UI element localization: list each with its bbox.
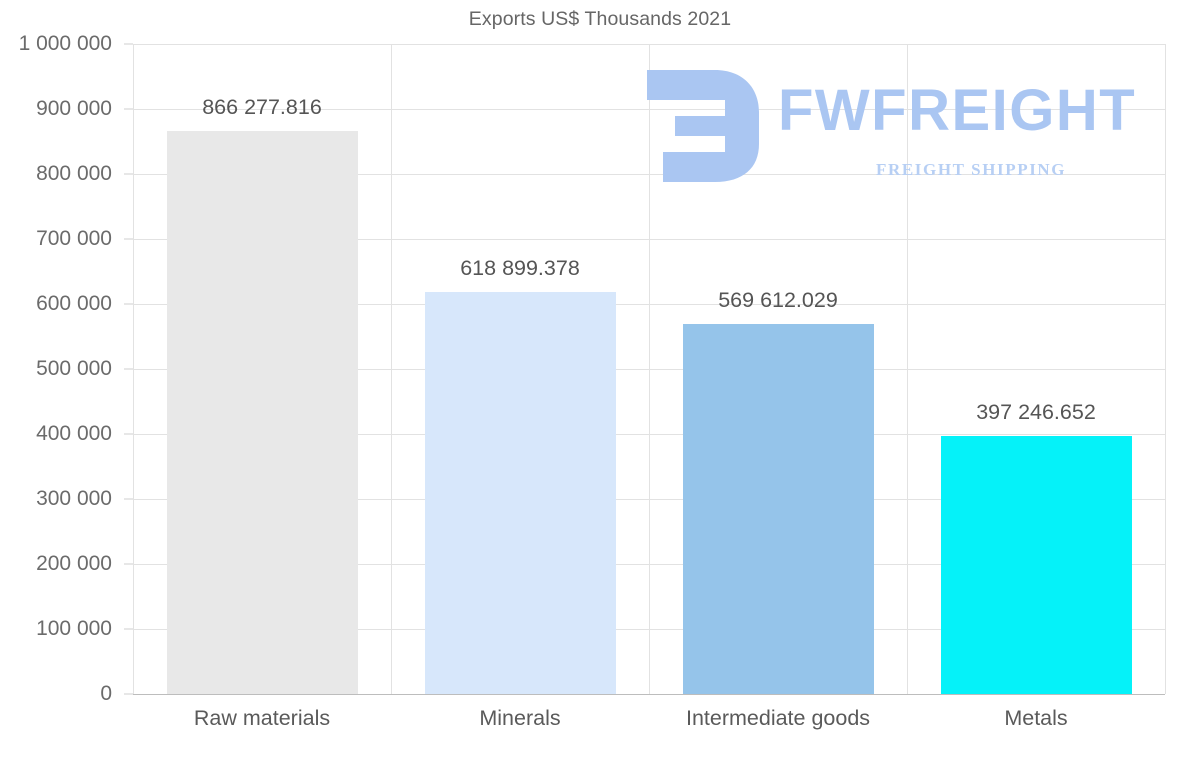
y-axis-tick-label: 500 000 <box>36 357 112 380</box>
y-axis-tick-mark <box>124 563 133 565</box>
y-axis-tick-mark <box>124 368 133 370</box>
y-axis-tick-mark <box>124 108 133 110</box>
y-axis-tick-label: 800 000 <box>36 162 112 185</box>
x-axis-tick-label: Minerals <box>479 706 561 730</box>
y-axis-tick-mark <box>124 433 133 435</box>
y-axis-tick-mark <box>124 498 133 500</box>
x-axis-tick-label: Metals <box>1004 706 1068 730</box>
y-axis-tick-label: 900 000 <box>36 97 112 120</box>
y-axis-tick-label: 0 <box>100 682 112 705</box>
bar[interactable] <box>940 435 1132 694</box>
bar[interactable] <box>682 323 874 694</box>
category-divider <box>907 44 908 694</box>
bar-value-label: 618 899.378 <box>460 255 580 280</box>
y-axis-tick-mark <box>124 43 133 45</box>
plot-area <box>133 44 1166 695</box>
y-axis-tick-label: 300 000 <box>36 487 112 510</box>
y-axis-tick-label: 700 000 <box>36 227 112 250</box>
y-axis-tick-mark <box>124 628 133 630</box>
y-axis-tick-label: 200 000 <box>36 552 112 575</box>
y-axis-tick-mark <box>124 173 133 175</box>
x-axis-tick-label: Raw materials <box>193 706 331 730</box>
y-axis-tick-mark <box>124 303 133 305</box>
gridline <box>133 694 1165 695</box>
x-axis-tick-label: Intermediate goods <box>685 706 871 730</box>
y-axis-tick-label: 100 000 <box>36 617 112 640</box>
y-axis-tick-mark <box>124 238 133 240</box>
y-axis-tick-label: 600 000 <box>36 292 112 315</box>
bar-value-label: 569 612.029 <box>718 287 838 312</box>
y-axis-tick-label: 1 000 000 <box>18 32 112 55</box>
category-divider <box>649 44 650 694</box>
y-axis-tick-mark <box>124 693 133 695</box>
bar-value-label: 397 246.652 <box>976 399 1096 424</box>
bar[interactable] <box>166 130 358 694</box>
bar[interactable] <box>424 291 616 694</box>
bar-value-label: 866 277.816 <box>202 94 322 119</box>
y-axis-tick-label: 400 000 <box>36 422 112 445</box>
category-divider <box>1165 44 1166 694</box>
category-divider <box>391 44 392 694</box>
chart-title: Exports US$ Thousands 2021 <box>468 8 732 30</box>
